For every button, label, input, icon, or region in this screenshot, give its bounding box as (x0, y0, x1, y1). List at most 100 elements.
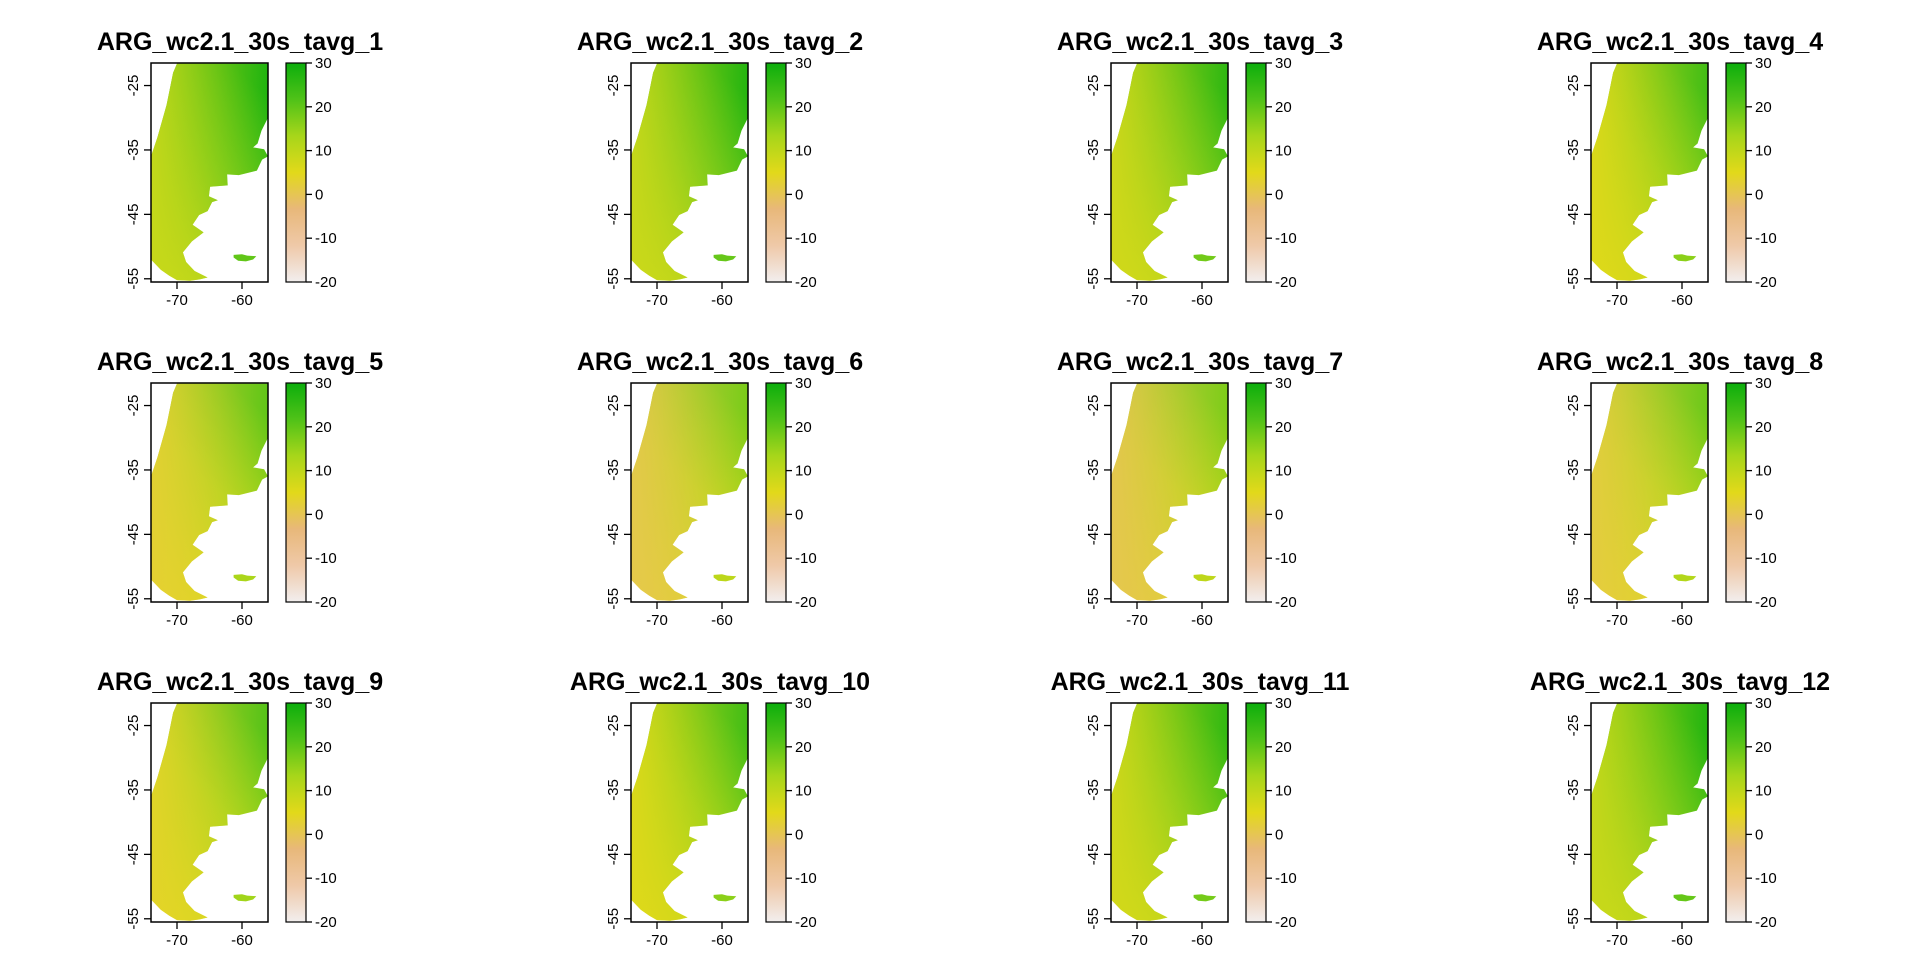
legend-color-bar (286, 703, 306, 922)
map-frame (1110, 702, 1229, 923)
x-tick-label: -60 (231, 612, 253, 629)
legend-tick-label: -20 (795, 274, 817, 291)
legend-tick-label: 0 (315, 186, 323, 203)
legend-tick-label: 10 (795, 463, 812, 480)
legend-tick-label: -10 (315, 230, 337, 247)
x-tick-label: -60 (711, 932, 733, 949)
raster-panel: ARG_wc2.1_30s_tavg_2 -70 -60 -25 -35 -45 -55 30… (480, 0, 960, 320)
legend-tick-label: -10 (315, 550, 337, 567)
raster-panel: ARG_wc2.1_30s_tavg_1 -70 -60 -25 -35 -45 -55 30… (0, 0, 480, 320)
falklands-raster (713, 574, 737, 582)
legend-tick-label: 10 (315, 143, 332, 160)
panel-plot: -70 -60 -25 -35 -45 -55 30 20 10 0 -10 -20 (605, 55, 817, 309)
y-tick-label: -55 (1565, 588, 1582, 610)
legend-tick-label: 10 (1275, 463, 1292, 480)
legend-tick-label: -20 (315, 274, 337, 291)
panel-plot: -70 -60 -25 -35 -45 -55 30 20 10 0 -10 -20 (125, 55, 337, 309)
y-tick-label: -45 (125, 844, 142, 866)
x-tick-label: -70 (1126, 932, 1148, 949)
panel-title: ARG_wc2.1_30s_tavg_4 (1536, 28, 1824, 56)
andes-cool-band (1111, 383, 1228, 601)
legend-tick-label: 0 (1275, 186, 1283, 203)
legend-tick-label: -10 (1755, 230, 1777, 247)
y-tick-label: -55 (1565, 268, 1582, 290)
y-tick-label: -35 (1565, 779, 1582, 801)
legend-tick-label: -20 (795, 914, 817, 931)
y-tick-label: -55 (605, 268, 622, 290)
raster-panel: ARG_wc2.1_30s_tavg_7 -70 -60 -25 -35 -45 -55 30… (960, 320, 1440, 640)
map-frame (1590, 62, 1709, 283)
y-tick-label: -45 (125, 524, 142, 546)
y-tick-label: -35 (1565, 139, 1582, 161)
y-tick-label: -35 (125, 779, 142, 801)
y-tick-label: -25 (605, 395, 622, 417)
legend-frame (765, 62, 787, 283)
panel-title: ARG_wc2.1_30s_tavg_6 (576, 348, 864, 376)
falklands-raster (713, 894, 737, 902)
legend-tick-label: 10 (1755, 463, 1772, 480)
y-tick-label: -25 (605, 715, 622, 737)
legend-tick-label: 10 (1275, 143, 1292, 160)
y-tick-label: -25 (1565, 75, 1582, 97)
map-frame (150, 382, 269, 603)
y-tick-label: -35 (1085, 779, 1102, 801)
raster-panel: ARG_wc2.1_30s_tavg_10 -70 -60 -25 -35 -45 -55 3… (480, 640, 960, 960)
legend-tick-label: 0 (1755, 506, 1763, 523)
y-tick-label: -35 (125, 139, 142, 161)
map-frame (630, 702, 749, 923)
panel-title: ARG_wc2.1_30s_tavg_7 (1056, 348, 1344, 376)
legend-tick-label: -20 (1275, 914, 1297, 931)
panel-title: ARG_wc2.1_30s_tavg_8 (1536, 348, 1824, 376)
legend-tick-label: 20 (1755, 739, 1772, 756)
legend-tick-label: 0 (1755, 186, 1763, 203)
legend-tick-label: 30 (315, 695, 332, 712)
legend-frame (765, 702, 787, 923)
legend-frame (285, 382, 307, 603)
andes-cool-band (1591, 63, 1708, 281)
legend-frame (1245, 382, 1267, 603)
legend-tick-label: 20 (1755, 419, 1772, 436)
legend-tick-label: 20 (795, 99, 812, 116)
y-tick-label: -35 (1565, 459, 1582, 481)
raster-panel: ARG_wc2.1_30s_tavg_4 -70 -60 -25 -35 -45 -55 30… (1440, 0, 1920, 320)
falklands-raster (1193, 894, 1217, 902)
y-tick-label: -35 (605, 459, 622, 481)
y-tick-label: -55 (605, 588, 622, 610)
y-tick-label: -45 (1565, 844, 1582, 866)
raster-panel: ARG_wc2.1_30s_tavg_9 -70 -60 -25 -35 -45 -55 30… (0, 640, 480, 960)
legend-color-bar (1246, 383, 1266, 602)
legend-tick-label: -20 (1275, 594, 1297, 611)
y-tick-label: -55 (125, 908, 142, 930)
raster-panel: ARG_wc2.1_30s_tavg_3 -70 -60 -25 -35 -45 -55 30… (960, 0, 1440, 320)
y-tick-label: -25 (1565, 395, 1582, 417)
legend-tick-label: 20 (795, 419, 812, 436)
y-tick-label: -55 (125, 268, 142, 290)
x-tick-label: -70 (166, 292, 188, 309)
andes-cool-band (1591, 703, 1708, 921)
x-tick-label: -70 (1126, 612, 1148, 629)
y-tick-label: -35 (1085, 139, 1102, 161)
y-tick-label: -45 (1085, 524, 1102, 546)
map-frame (150, 702, 269, 923)
y-tick-label: -55 (1085, 268, 1102, 290)
y-tick-label: -25 (125, 715, 142, 737)
legend-tick-label: 30 (315, 375, 332, 392)
legend-tick-label: -10 (795, 870, 817, 887)
map-frame (630, 382, 749, 603)
map-frame (1110, 62, 1229, 283)
legend-tick-label: 0 (1275, 826, 1283, 843)
legend-color-bar (1726, 383, 1746, 602)
x-tick-label: -60 (1671, 612, 1693, 629)
panel-title: ARG_wc2.1_30s_tavg_1 (96, 28, 384, 56)
y-tick-label: -35 (125, 459, 142, 481)
legend-tick-label: -20 (1755, 914, 1777, 931)
legend-tick-label: 10 (315, 783, 332, 800)
map-frame (1590, 702, 1709, 923)
legend-tick-label: 30 (1755, 375, 1772, 392)
y-tick-label: -45 (605, 204, 622, 226)
y-tick-label: -55 (125, 588, 142, 610)
x-tick-label: -60 (1671, 292, 1693, 309)
legend-tick-label: 10 (795, 143, 812, 160)
andes-cool-band (631, 383, 748, 601)
legend-tick-label: -10 (795, 230, 817, 247)
